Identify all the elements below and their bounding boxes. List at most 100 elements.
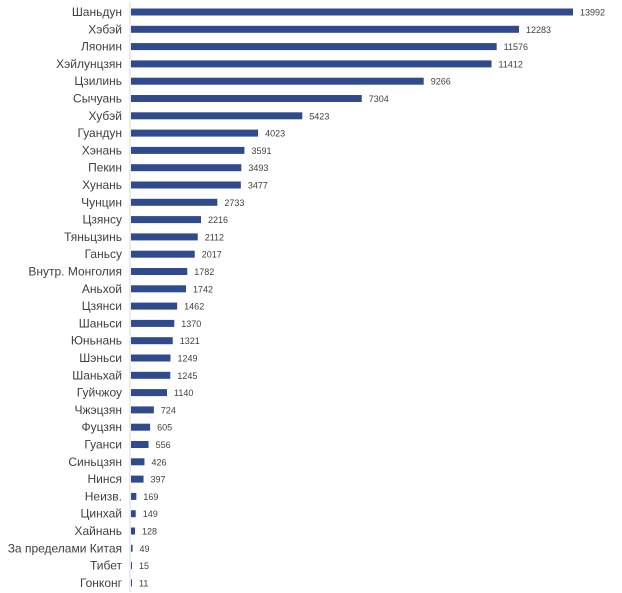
- data-label: 15: [139, 561, 149, 571]
- bar: [131, 198, 218, 206]
- data-label: 1782: [194, 267, 214, 277]
- data-label: 1245: [177, 371, 197, 381]
- data-label: 556: [156, 440, 171, 450]
- category-label: Чжэцзян: [74, 403, 122, 417]
- category-label: Шаньхай: [72, 368, 122, 382]
- category-label: Хунань: [82, 178, 122, 192]
- bar: [131, 25, 520, 33]
- category-label: Нинся: [88, 472, 123, 486]
- bar: [131, 337, 173, 345]
- bar: [131, 406, 154, 414]
- bar: [131, 181, 241, 189]
- bar: [131, 268, 188, 275]
- data-label: 2017: [202, 250, 222, 260]
- category-label: Хэйлунцзян: [56, 57, 122, 71]
- category-label: Тибет: [90, 559, 123, 573]
- data-label: 149: [143, 509, 158, 519]
- bar: [131, 475, 144, 483]
- data-label: 4023: [265, 129, 285, 139]
- bar: [131, 544, 133, 552]
- data-label: 1370: [181, 319, 201, 329]
- category-label: Неизв.: [85, 489, 122, 503]
- category-label: Пекин: [88, 161, 122, 175]
- bar: [131, 146, 245, 154]
- bar: [131, 302, 178, 310]
- category-label: Гуйчжоу: [77, 386, 122, 400]
- bar: [131, 60, 492, 68]
- bar: [131, 389, 168, 397]
- category-label: Цзянси: [82, 299, 122, 313]
- data-label: 1321: [180, 336, 200, 346]
- category-label: Шаньси: [79, 316, 122, 330]
- category-label: Цзянсу: [82, 213, 122, 227]
- bar: [131, 8, 573, 16]
- category-label: Хубэй: [89, 109, 122, 123]
- bar: [131, 371, 171, 379]
- category-label: Шэньси: [79, 351, 122, 365]
- data-label: 7304: [369, 94, 389, 104]
- category-label: Тяньцзинь: [64, 230, 122, 244]
- bar: [131, 43, 497, 51]
- data-label: 5423: [309, 111, 329, 121]
- data-labels: 13992 12283 11576 11412 9266 7304 5423 4023 3591…: [139, 8, 605, 589]
- category-label: Сычуань: [73, 92, 122, 106]
- data-label: 605: [157, 423, 172, 433]
- data-label: 724: [161, 405, 176, 415]
- data-label: 426: [151, 457, 166, 467]
- category-label: Чунцин: [81, 195, 122, 209]
- category-label: Ганьсу: [85, 247, 122, 261]
- bar: [131, 423, 151, 431]
- category-labels: Шаньдун Хэбэй Ляонин Хэйлунцзян Цзилинь Сычуа…: [8, 5, 123, 590]
- data-label: 9266: [431, 77, 451, 87]
- bar: [131, 562, 132, 570]
- bar: [131, 319, 175, 327]
- data-label: 11412: [498, 59, 522, 69]
- bar: [131, 510, 136, 518]
- data-label: 1742: [193, 284, 213, 294]
- category-label: Цзилинь: [74, 74, 122, 88]
- category-label: Внутр. Монголия: [28, 265, 122, 279]
- bar: [131, 216, 202, 224]
- bar: [131, 164, 242, 172]
- bar: [131, 527, 136, 535]
- category-label: Хэнань: [82, 143, 122, 157]
- category-label: Хайнань: [74, 524, 122, 538]
- data-label: 1249: [177, 354, 197, 364]
- bars: [131, 8, 573, 587]
- data-label: 3493: [248, 163, 268, 173]
- bar: [131, 95, 362, 102]
- bar: [131, 354, 171, 362]
- data-label: 1140: [174, 388, 193, 398]
- bar: [131, 458, 145, 466]
- category-label: Юньнань: [71, 334, 122, 348]
- data-label: 49: [140, 544, 150, 554]
- data-label: 2733: [224, 198, 244, 208]
- bar: [131, 129, 259, 137]
- data-label: 397: [151, 475, 166, 485]
- bar: [131, 579, 132, 587]
- bar: [131, 492, 137, 500]
- bar: [131, 250, 195, 258]
- category-label: Хэбэй: [88, 22, 122, 36]
- category-label: Фуцзян: [82, 420, 123, 434]
- category-label: Гуандун: [78, 126, 123, 140]
- category-label: Шаньдун: [72, 5, 122, 19]
- data-label: 2216: [208, 215, 228, 225]
- data-label: 2112: [205, 232, 224, 242]
- category-label: Гонконг: [80, 576, 123, 590]
- bar: [131, 285, 187, 293]
- data-label: 1462: [184, 302, 204, 312]
- data-label: 13992: [580, 8, 605, 18]
- bar: [131, 77, 424, 85]
- category-label: Ляонин: [81, 40, 122, 54]
- category-label: За пределами Китая: [8, 541, 122, 555]
- data-label: 12283: [526, 25, 551, 35]
- data-label: 11576: [504, 42, 528, 52]
- category-label: Аньхой: [82, 282, 122, 296]
- data-label: 3477: [248, 181, 268, 191]
- data-label: 128: [142, 527, 157, 537]
- category-label: Гуанси: [84, 438, 122, 452]
- bar: [131, 441, 149, 448]
- category-label: Синьцзян: [68, 455, 122, 469]
